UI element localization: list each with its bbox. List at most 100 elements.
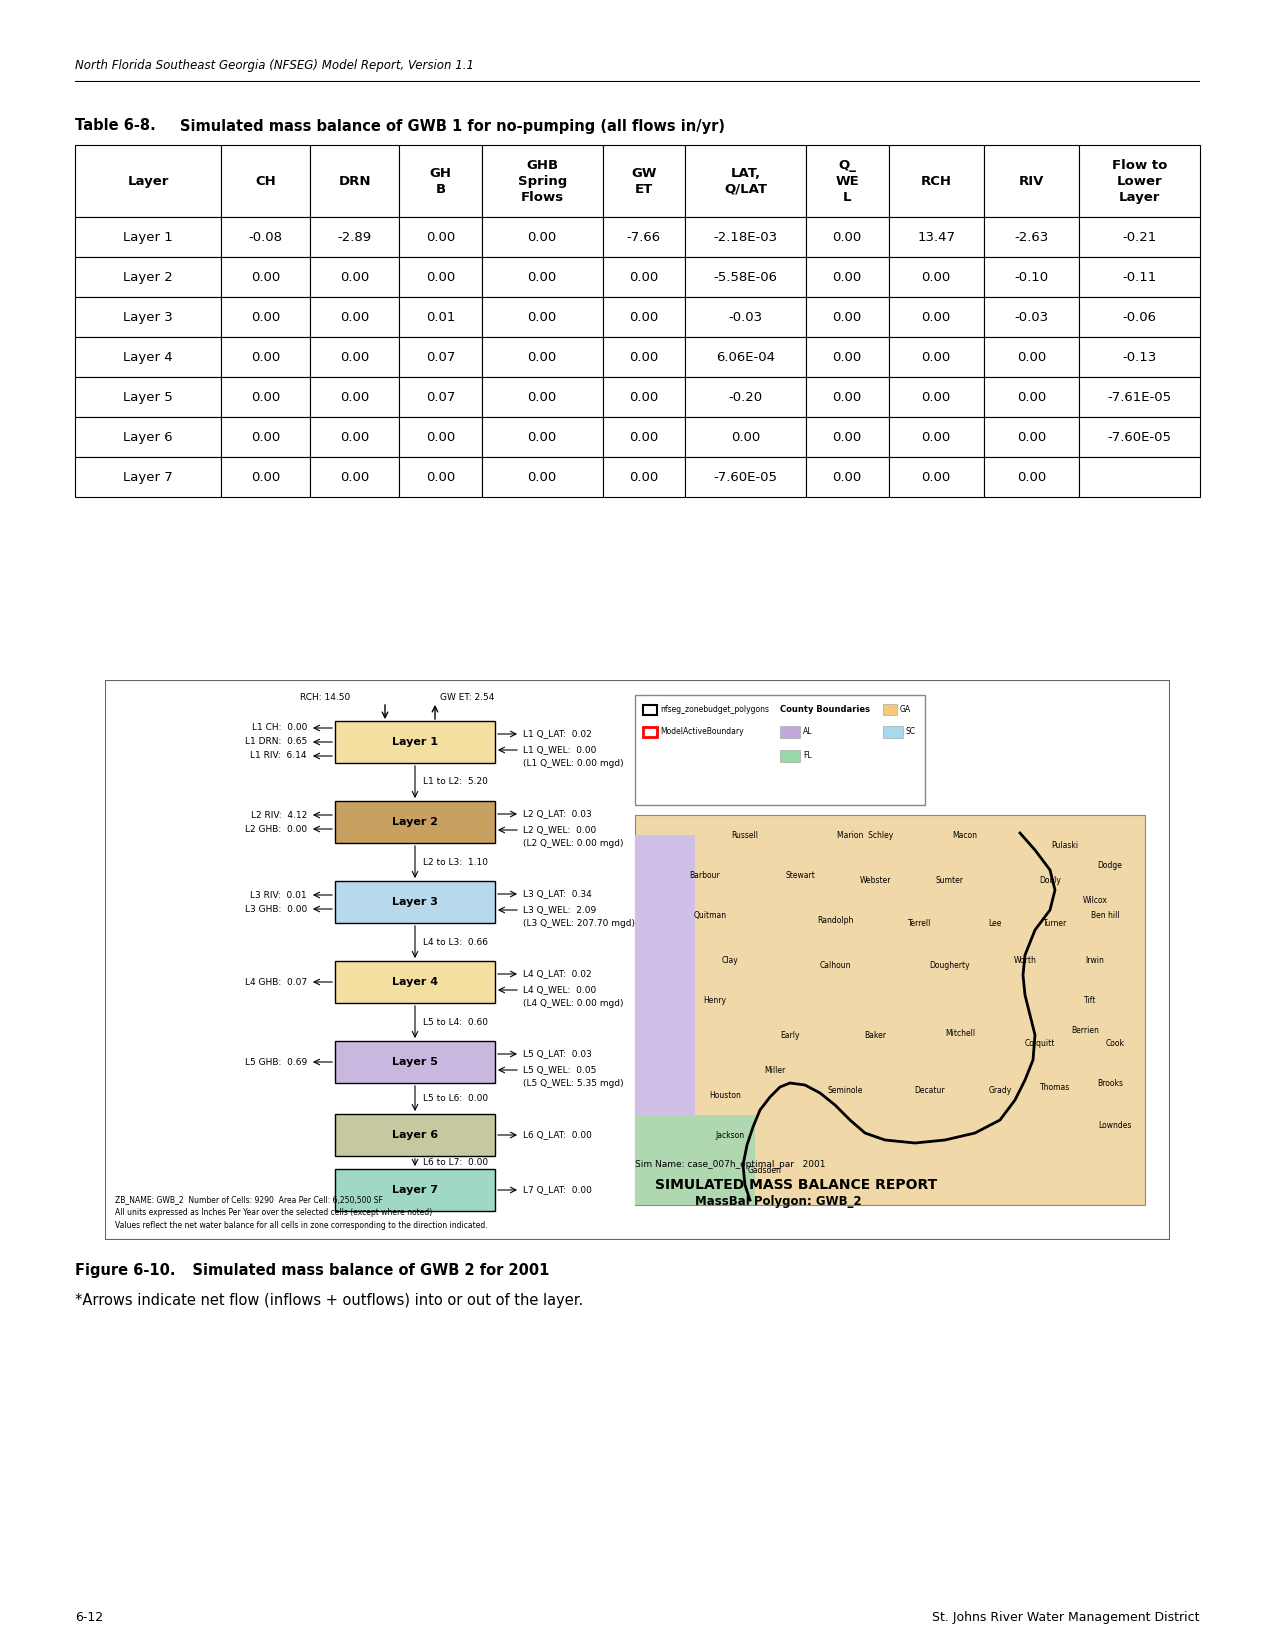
Text: FL: FL — [803, 751, 812, 761]
Text: RCH: 14.50: RCH: 14.50 — [300, 693, 351, 702]
Bar — [984, 216, 1079, 258]
Text: St. Johns River Water Management District: St. Johns River Water Management Distric… — [932, 1611, 1200, 1625]
Bar — [221, 258, 310, 297]
Text: L2 Q_LAT:  0.03: L2 Q_LAT: 0.03 — [523, 809, 592, 819]
Bar — [984, 258, 1079, 297]
Bar — [399, 297, 482, 337]
Text: Sumter: Sumter — [936, 875, 964, 885]
Text: 0.00: 0.00 — [340, 471, 370, 484]
Bar — [482, 145, 603, 216]
Bar — [685, 457, 806, 497]
Text: Figure 6-10.: Figure 6-10. — [75, 1263, 176, 1278]
Text: 0.00: 0.00 — [1017, 471, 1047, 484]
Text: -0.13: -0.13 — [1122, 350, 1156, 363]
Text: Turner: Turner — [1043, 918, 1067, 928]
Text: 0.00: 0.00 — [251, 271, 280, 284]
Text: Mitchell: Mitchell — [945, 1029, 975, 1037]
Bar — [399, 376, 482, 418]
Text: Calhoun: Calhoun — [820, 961, 850, 969]
Text: 0.00: 0.00 — [833, 391, 862, 403]
Text: L3 GHB:  0.00: L3 GHB: 0.00 — [245, 905, 307, 913]
Text: 0.00: 0.00 — [1017, 350, 1047, 363]
Text: L1 DRN:  0.65: L1 DRN: 0.65 — [245, 738, 307, 746]
Text: 0.00: 0.00 — [426, 471, 455, 484]
Bar — [399, 258, 482, 297]
Bar — [603, 145, 685, 216]
Bar — [806, 216, 889, 258]
Text: Layer 2: Layer 2 — [391, 817, 439, 827]
Text: Layer 4: Layer 4 — [124, 350, 173, 363]
Text: County Boundaries: County Boundaries — [780, 705, 870, 715]
Bar — [806, 457, 889, 497]
Text: L6 Q_LAT:  0.00: L6 Q_LAT: 0.00 — [523, 1131, 592, 1139]
Bar — [482, 457, 603, 497]
Text: Russell: Russell — [732, 830, 759, 839]
Text: L7 Q_LAT:  0.00: L7 Q_LAT: 0.00 — [523, 1185, 592, 1195]
Text: ZB_NAME: GWB_2  Number of Cells: 9290  Area Per Cell: 6,250,500 SF: ZB_NAME: GWB_2 Number of Cells: 9290 Are… — [115, 1195, 382, 1204]
Text: Simulated mass balance of GWB 1 for no-pumping (all flows in/yr): Simulated mass balance of GWB 1 for no-p… — [180, 119, 724, 134]
Bar — [984, 337, 1079, 376]
Bar — [335, 1169, 495, 1210]
Text: Dooly: Dooly — [1039, 875, 1061, 885]
Bar — [806, 258, 889, 297]
Text: L1 Q_WEL:  0.00: L1 Q_WEL: 0.00 — [523, 746, 597, 755]
Text: 0.00: 0.00 — [630, 391, 658, 403]
Text: Webster: Webster — [859, 875, 891, 885]
Text: GHB
Spring
Flows: GHB Spring Flows — [518, 158, 567, 203]
Text: L5 to L6:  0.00: L5 to L6: 0.00 — [423, 1095, 488, 1103]
Text: 0.00: 0.00 — [833, 310, 862, 324]
Bar — [780, 750, 799, 763]
Text: 0.00: 0.00 — [833, 471, 862, 484]
Text: Layer 5: Layer 5 — [124, 391, 173, 403]
Text: Colquitt: Colquitt — [1025, 1038, 1056, 1047]
Bar — [482, 258, 603, 297]
Bar — [603, 457, 685, 497]
Bar — [335, 1114, 495, 1156]
Text: L2 Q_WEL:  0.00: L2 Q_WEL: 0.00 — [523, 826, 597, 834]
Bar — [635, 1114, 755, 1205]
Bar — [685, 418, 806, 457]
Bar — [482, 297, 603, 337]
Text: L3 Q_LAT:  0.34: L3 Q_LAT: 0.34 — [523, 890, 592, 898]
Text: 0.00: 0.00 — [251, 350, 280, 363]
Text: -0.10: -0.10 — [1015, 271, 1048, 284]
Text: -7.61E-05: -7.61E-05 — [1108, 391, 1172, 403]
Bar — [643, 705, 657, 715]
Text: 0.00: 0.00 — [922, 271, 951, 284]
Bar — [75, 418, 221, 457]
Text: Baker: Baker — [864, 1030, 886, 1040]
Text: Q_
WE
L: Q_ WE L — [835, 158, 859, 203]
Bar — [806, 337, 889, 376]
Bar — [482, 376, 603, 418]
Bar — [310, 457, 399, 497]
Text: LAT,
Q/LAT: LAT, Q/LAT — [724, 167, 768, 195]
Text: AL: AL — [803, 728, 812, 736]
Text: L1 RIV:  6.14: L1 RIV: 6.14 — [250, 751, 307, 761]
Text: -0.03: -0.03 — [1015, 310, 1048, 324]
Bar — [889, 258, 984, 297]
Bar — [1079, 337, 1200, 376]
Text: Thomas: Thomas — [1040, 1083, 1070, 1091]
Text: 0.00: 0.00 — [630, 431, 658, 444]
Bar — [1079, 145, 1200, 216]
Text: 0.00: 0.00 — [528, 391, 557, 403]
Text: Early: Early — [780, 1030, 799, 1040]
Bar — [221, 216, 310, 258]
Bar — [685, 337, 806, 376]
Text: Layer 4: Layer 4 — [391, 977, 439, 987]
Bar — [1079, 376, 1200, 418]
Bar — [1079, 297, 1200, 337]
Bar — [635, 835, 695, 1185]
Bar — [603, 297, 685, 337]
Text: Tift: Tift — [1084, 996, 1096, 1004]
Text: 6-12: 6-12 — [75, 1611, 103, 1625]
Bar — [310, 337, 399, 376]
Text: Lee: Lee — [988, 918, 1002, 928]
Text: Clay: Clay — [722, 956, 738, 964]
Text: 0.00: 0.00 — [922, 350, 951, 363]
Text: L6 to L7:  0.00: L6 to L7: 0.00 — [423, 1157, 488, 1167]
Text: Sim Name: case_007h_optimal_par   2001: Sim Name: case_007h_optimal_par 2001 — [635, 1161, 825, 1169]
Text: -0.03: -0.03 — [728, 310, 762, 324]
Text: 0.00: 0.00 — [833, 431, 862, 444]
Text: -7.60E-05: -7.60E-05 — [714, 471, 778, 484]
